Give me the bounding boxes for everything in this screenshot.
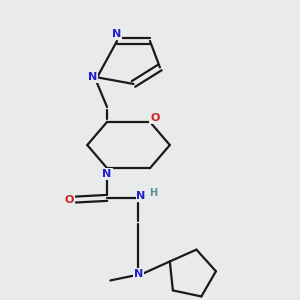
Text: O: O [64, 194, 74, 205]
Text: O: O [150, 113, 160, 123]
Text: N: N [134, 269, 143, 279]
Text: N: N [136, 191, 146, 201]
Text: N: N [88, 72, 97, 82]
Text: N: N [112, 29, 122, 39]
Text: H: H [149, 188, 158, 198]
Text: N: N [102, 169, 112, 179]
